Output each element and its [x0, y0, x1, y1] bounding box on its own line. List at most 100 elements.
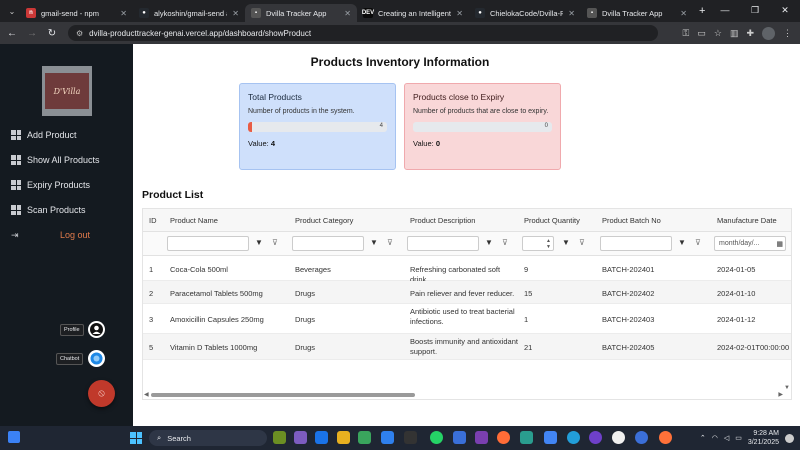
forward-icon[interactable]: →: [27, 27, 37, 39]
column-header-category[interactable]: Product Category: [295, 216, 354, 225]
tab-close-icon[interactable]: ✕: [120, 8, 127, 18]
scrollbar-thumb[interactable]: [151, 393, 415, 397]
column-header-name[interactable]: Product Name: [170, 216, 218, 225]
reload-icon[interactable]: ↻: [47, 27, 57, 39]
back-icon[interactable]: ←: [7, 27, 17, 39]
jetbrains-icon[interactable]: [475, 431, 488, 444]
column-header-id[interactable]: ID: [149, 216, 157, 225]
calendar-icon[interactable]: ▦: [776, 240, 783, 248]
logout-link[interactable]: Log out: [60, 230, 91, 240]
table-row[interactable]: 1 Coca-Cola 500ml Beverages Refreshing carb…: [143, 256, 791, 284]
tab-close-icon[interactable]: ✕: [568, 8, 575, 18]
scroll-left-icon[interactable]: ◀: [144, 392, 149, 398]
app-icon[interactable]: [635, 431, 648, 444]
file-explorer-icon[interactable]: [337, 431, 350, 444]
github-desktop-icon[interactable]: [589, 431, 602, 444]
column-header-quantity[interactable]: Product Quantity: [524, 216, 580, 225]
browser-tab[interactable]: ▪ Dvilla Tracker App ✕: [581, 4, 693, 22]
bookmark-star-icon[interactable]: ☆: [713, 27, 722, 38]
tab-close-icon[interactable]: ✕: [344, 8, 351, 18]
cast-icon[interactable]: ▭: [697, 27, 706, 38]
clear-filter-icon[interactable]: ⊽: [695, 238, 701, 247]
scroll-right-icon[interactable]: ▶: [778, 392, 783, 398]
filter-icon[interactable]: ▼: [678, 238, 686, 247]
restore-icon[interactable]: ❐: [750, 4, 760, 15]
site-info-icon[interactable]: ⚙: [76, 28, 84, 38]
extensions-icon[interactable]: ✚: [746, 27, 754, 38]
github-icon[interactable]: [612, 431, 625, 444]
date-filter-input[interactable]: month/day/... ▦: [714, 236, 786, 251]
sidebar-item-scan-products[interactable]: Scan Products: [11, 205, 86, 215]
browser-tab[interactable]: n gmail-send - npm ✕: [20, 4, 133, 22]
edge-browser-icon[interactable]: [315, 431, 328, 444]
filter-icon[interactable]: ▼: [255, 238, 263, 247]
profile-button[interactable]: [88, 321, 105, 338]
floating-action-button[interactable]: ⦸: [88, 380, 115, 407]
filter-icon[interactable]: ▼: [562, 238, 570, 247]
tab-close-icon[interactable]: ✕: [456, 8, 463, 18]
taskbar-search[interactable]: ⌕ Search: [149, 430, 267, 446]
browser-tab[interactable]: ● ChielokaCode/Dvilla-Produ ✕: [469, 4, 581, 22]
tab-favicon-icon: ●: [475, 8, 485, 18]
notification-icon[interactable]: [785, 433, 794, 443]
start-icon[interactable]: [130, 432, 142, 444]
terminal-icon[interactable]: [404, 431, 417, 444]
table-row[interactable]: 2 Paracetamol Tablets 500mg Drugs Pain reli…: [143, 281, 791, 304]
clear-filter-icon[interactable]: ⊽: [272, 238, 278, 247]
name-filter-input[interactable]: [167, 236, 249, 251]
database-tool-icon[interactable]: [520, 431, 533, 444]
sidebar-panel-icon[interactable]: ▥: [729, 27, 739, 38]
column-header-description[interactable]: Product Description: [410, 216, 476, 225]
horizontal-scrollbar[interactable]: ◀ ▶: [143, 391, 791, 399]
quantity-filter-stepper[interactable]: ▲ ▼: [522, 236, 554, 251]
stepper-arrows-icon[interactable]: ▲ ▼: [546, 237, 551, 250]
category-filter-input[interactable]: [292, 236, 364, 251]
menu-kebab-icon[interactable]: ⋮: [783, 27, 792, 38]
profile-avatar[interactable]: [762, 26, 775, 40]
tray-chevron-icon[interactable]: ⌃: [699, 435, 706, 442]
batch-filter-input[interactable]: [600, 236, 672, 251]
clock[interactable]: 9:28 AM 3/21/2025: [748, 429, 779, 447]
postman-icon[interactable]: [497, 431, 510, 444]
new-tab-button[interactable]: +: [699, 5, 706, 17]
table-row[interactable]: 3 Amoxicillin Capsules 250mg Drugs Antibiot…: [143, 304, 791, 334]
sidebar-item-expiry-products[interactable]: Expiry Products: [11, 180, 90, 190]
video-call-icon[interactable]: [294, 431, 307, 444]
chrome-icon[interactable]: [544, 431, 557, 444]
volume-icon[interactable]: ◁: [723, 435, 730, 442]
photos-icon[interactable]: [453, 431, 466, 444]
vscode-icon[interactable]: [381, 431, 394, 444]
column-header-date[interactable]: Manufacture Date: [717, 216, 777, 225]
clear-filter-icon[interactable]: ⊽: [579, 238, 585, 247]
app-store-icon[interactable]: [358, 431, 371, 444]
tab-close-icon[interactable]: ✕: [680, 8, 687, 18]
browser-tab[interactable]: ● alykoshin/gmail-send at 1.8 ✕: [133, 4, 245, 22]
widgets-icon[interactable]: [8, 431, 20, 443]
column-header-batch[interactable]: Product Batch No: [602, 216, 661, 225]
description-filter-input[interactable]: [407, 236, 479, 251]
battery-icon[interactable]: ▭: [735, 435, 742, 442]
password-key-icon[interactable]: ⚿: [682, 27, 690, 38]
tab-search-icon[interactable]: ⌄: [8, 6, 16, 16]
table-row[interactable]: 5 Vitamin D Tablets 1000mg Drugs Boosts imm…: [143, 334, 791, 360]
whatsapp-icon[interactable]: [430, 431, 443, 444]
clear-filter-icon[interactable]: ⊽: [502, 238, 508, 247]
sidebar-item-show-all-products[interactable]: Show All Products: [11, 155, 100, 165]
filter-icon[interactable]: ▼: [485, 238, 493, 247]
scroll-down-icon[interactable]: ▼: [784, 385, 790, 391]
minimize-icon[interactable]: —: [720, 5, 730, 15]
chatbot-button[interactable]: [88, 350, 105, 367]
browser-tab[interactable]: ▪ Dvilla Tracker App ✕: [245, 4, 357, 22]
clear-filter-icon[interactable]: ⊽: [387, 238, 393, 247]
url-field[interactable]: ⚙ dvilla-producttracker-genai.vercel.app…: [68, 25, 658, 41]
filter-icon[interactable]: ▼: [370, 238, 378, 247]
tab-close-icon[interactable]: ✕: [232, 8, 239, 18]
sidebar-item-add-product[interactable]: Add Product: [11, 130, 77, 140]
firefox-icon[interactable]: [659, 431, 672, 444]
wifi-icon[interactable]: ◠: [711, 435, 718, 442]
weather-widget-icon[interactable]: [273, 431, 286, 444]
logout-icon-wrap[interactable]: ⇥: [11, 230, 19, 241]
close-window-icon[interactable]: ✕: [781, 4, 789, 15]
telegram-icon[interactable]: [567, 431, 580, 444]
